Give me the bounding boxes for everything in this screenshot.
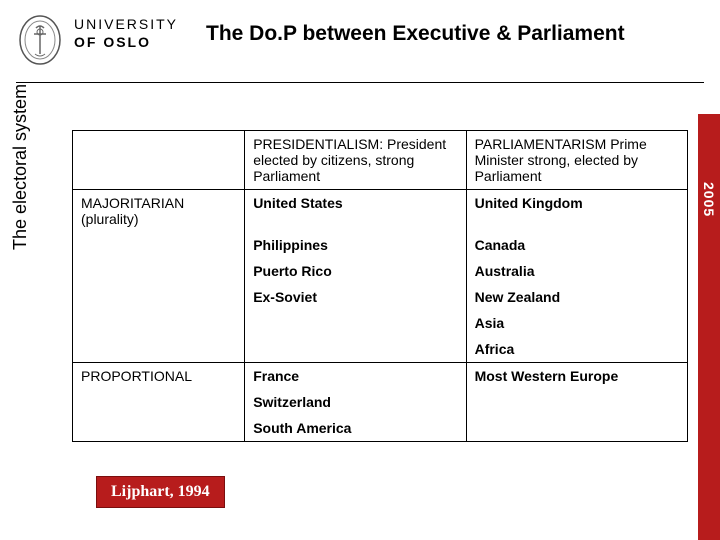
cell-m-p-3: Ex-Soviet (245, 284, 466, 310)
cell-m-pa-3: New Zealand (466, 284, 687, 310)
table-cell (73, 258, 245, 284)
table-cell (73, 336, 245, 363)
cell-m-pa-2: Australia (466, 258, 687, 284)
cell-m-pa-5: Africa (466, 336, 687, 363)
cell-m-p-0: United States (245, 190, 466, 233)
citation-badge: Lijphart, 1994 (96, 476, 225, 508)
university-line1: UNIVERSITY (74, 16, 178, 32)
cell-m-pa-4: Asia (466, 310, 687, 336)
table-corner-cell (73, 131, 245, 190)
title-divider (16, 82, 704, 83)
left-axis-label: The electoral system (10, 84, 31, 250)
table-cell (466, 389, 687, 415)
table-cell (73, 284, 245, 310)
cell-m-pa-0: United Kingdom (466, 190, 687, 233)
table-cell (245, 336, 466, 363)
cell-pr-p-2: South America (245, 415, 466, 442)
header: UNIVERSITY OF OSLO The Do.P between Exec… (0, 0, 720, 78)
row-header-majoritarian: MAJORITARIAN (plurality) (73, 190, 245, 233)
cell-m-p-2: Puerto Rico (245, 258, 466, 284)
university-name: UNIVERSITY OF OSLO (74, 16, 178, 50)
cell-m-pa-1: Canada (466, 232, 687, 258)
table-container: PRESIDENTIALISM: President elected by ci… (72, 130, 688, 442)
cell-pr-pa-0: Most Western Europe (466, 363, 687, 390)
university-line2: OF OSLO (74, 34, 178, 50)
table-cell (73, 389, 245, 415)
table-cell (73, 232, 245, 258)
col-header-parliamentarism: PARLIAMENTARISM Prime Minister strong, e… (466, 131, 687, 190)
cell-pr-p-0: France (245, 363, 466, 390)
page-title: The Do.P between Executive & Parliament (206, 22, 625, 46)
cell-m-p-1: Philippines (245, 232, 466, 258)
row-header-proportional: PROPORTIONAL (73, 363, 245, 390)
table-cell (73, 310, 245, 336)
cell-pr-p-1: Switzerland (245, 389, 466, 415)
col-header-presidentialism: PRESIDENTIALISM: President elected by ci… (245, 131, 466, 190)
classification-table: PRESIDENTIALISM: President elected by ci… (72, 130, 688, 442)
table-cell (466, 415, 687, 442)
right-year-bar: 2005 (698, 114, 720, 540)
university-seal-icon (16, 12, 64, 72)
year-label: 2005 (701, 182, 717, 217)
table-cell (245, 310, 466, 336)
table-cell (73, 415, 245, 442)
